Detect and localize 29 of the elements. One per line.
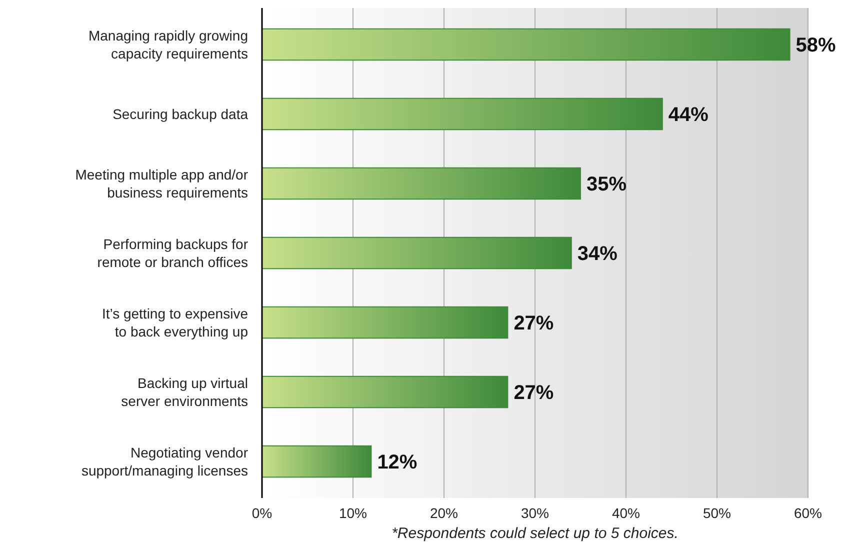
y-tick-label: Managing rapidly growing capacity requirements: [88, 27, 248, 62]
x-tick-label: 50%: [702, 505, 732, 521]
bar: [262, 445, 372, 478]
x-tick-label: 0%: [252, 505, 272, 521]
bar: [262, 167, 581, 200]
y-tick-label: Meeting multiple app and/or business requirements: [75, 166, 248, 200]
x-tick-label: 40%: [612, 505, 640, 521]
data-label: 12%: [377, 452, 418, 474]
y-tick-label: Performing backups for remote or branch offices: [97, 236, 248, 270]
bar: [262, 28, 790, 61]
data-label: 27%: [514, 312, 554, 335]
bar: [262, 236, 572, 270]
y-tick-label: Negotiating vendor support/managing licenses: [81, 444, 248, 478]
y-tick-label: Securing backup data: [112, 106, 248, 122]
x-tick-label: 60%: [794, 505, 822, 521]
bar: [262, 306, 508, 339]
y-tick-label: It’s getting to expensive to back everything up: [102, 305, 248, 340]
x-tick-label: 20%: [430, 505, 458, 521]
y-tick-label: Backing up virtual server environments: [121, 374, 248, 409]
x-tick-label: 10%: [338, 505, 368, 521]
data-label: 35%: [586, 174, 627, 196]
data-label: 27%: [514, 382, 554, 404]
x-tick-label: 30%: [520, 505, 550, 521]
text: *Respondents could select up to 5 choices.: [392, 525, 678, 542]
bar: [262, 98, 663, 130]
data-label: 34%: [577, 243, 618, 266]
data-label: 58%: [796, 34, 836, 57]
bar: [262, 376, 508, 408]
data-label: 44%: [668, 104, 709, 126]
